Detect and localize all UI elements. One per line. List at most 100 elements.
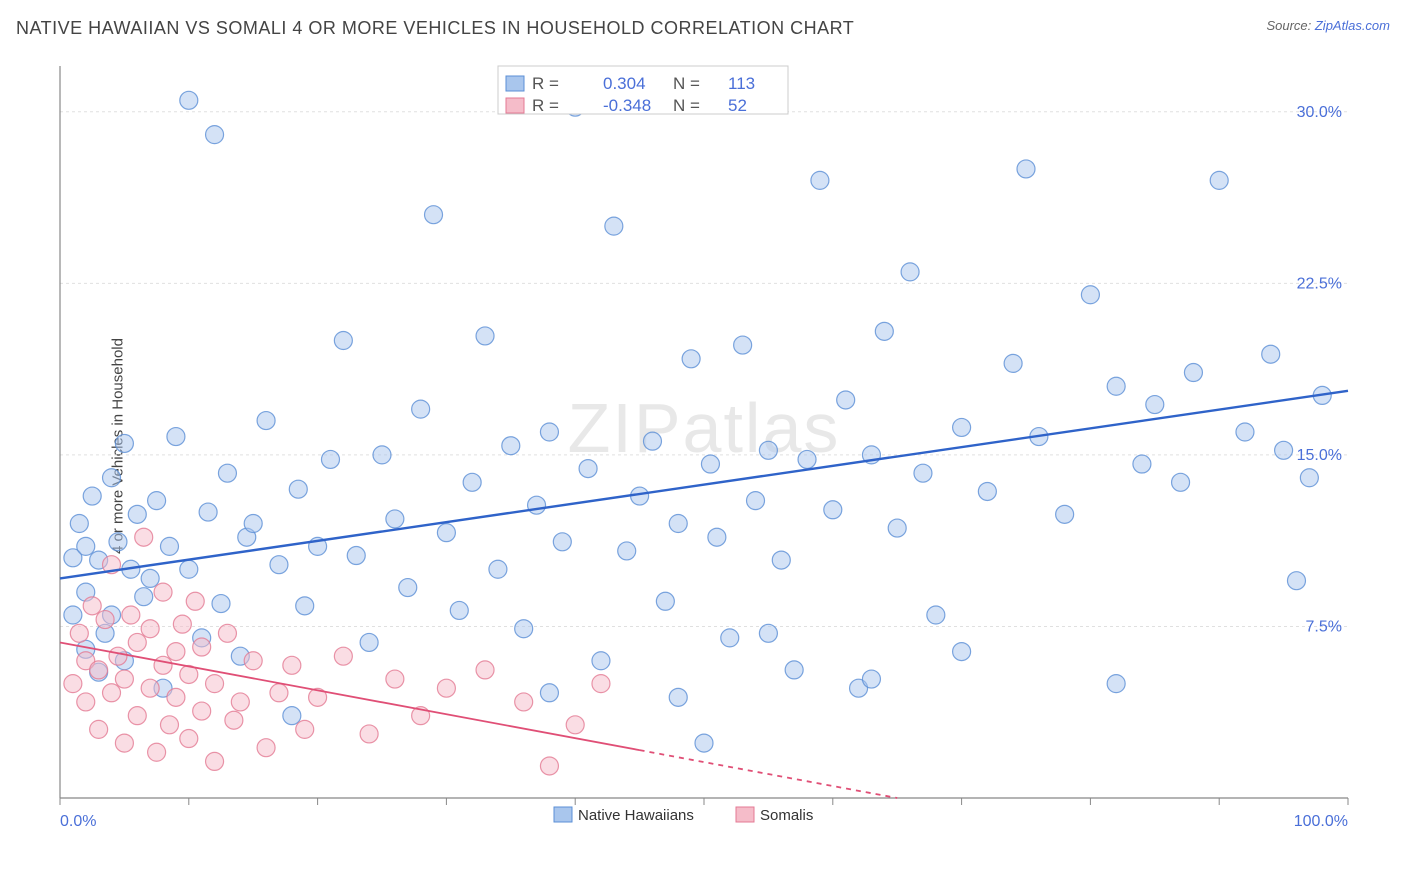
data-point [605,217,623,235]
data-point [334,647,352,665]
svg-text:0.304: 0.304 [603,74,646,93]
data-point [914,464,932,482]
data-point [231,693,249,711]
stats-legend: R =0.304N =113R =-0.348N =52 [498,66,788,115]
data-point [206,126,224,144]
data-point [103,469,121,487]
data-point [148,492,166,510]
data-point [682,350,700,368]
data-point [669,515,687,533]
data-point [747,492,765,510]
data-point [115,434,133,452]
data-point [1107,377,1125,395]
data-point [199,503,217,521]
data-point [83,597,101,615]
data-point [109,647,127,665]
data-point [96,611,114,629]
data-point [656,592,674,610]
data-point [206,675,224,693]
data-point [386,510,404,528]
data-point [515,620,533,638]
data-point [592,652,610,670]
data-point [901,263,919,281]
data-point [141,569,159,587]
data-point [270,684,288,702]
data-point [643,432,661,450]
data-point [953,418,971,436]
data-point [77,537,95,555]
data-point [875,322,893,340]
data-point [1107,675,1125,693]
svg-text:-0.348: -0.348 [603,96,651,115]
data-point [90,720,108,738]
data-point [283,707,301,725]
data-point [321,450,339,468]
chart-source: Source: ZipAtlas.com [1266,18,1390,33]
data-point [1275,441,1293,459]
data-point [257,739,275,757]
data-point [1287,572,1305,590]
data-point [70,624,88,642]
data-point [669,688,687,706]
data-point [540,757,558,775]
data-point [953,643,971,661]
data-point [296,720,314,738]
data-point [1262,345,1280,363]
chart-title: NATIVE HAWAIIAN VS SOMALI 4 OR MORE VEHI… [16,18,854,39]
data-point [283,656,301,674]
data-point [154,583,172,601]
y-tick-label: 22.5% [1297,275,1342,292]
data-point [109,533,127,551]
legend-label: Native Hawaiians [578,807,694,824]
data-point [798,450,816,468]
data-point [77,693,95,711]
data-point [734,336,752,354]
data-point [218,464,236,482]
data-point [811,171,829,189]
data-point [837,391,855,409]
data-point [64,606,82,624]
source-link[interactable]: ZipAtlas.com [1315,18,1390,33]
svg-text:52: 52 [728,96,747,115]
data-point [334,332,352,350]
chart-area: 7.5%15.0%22.5%30.0%ZIPatlas0.0%100.0%R =… [48,58,1388,848]
data-point [154,656,172,674]
data-point [772,551,790,569]
data-point [257,412,275,430]
data-point [1133,455,1151,473]
data-point [244,515,262,533]
data-point [141,679,159,697]
data-point [476,327,494,345]
data-point [270,556,288,574]
y-tick-label: 7.5% [1306,618,1342,635]
data-point [186,592,204,610]
data-point [927,606,945,624]
data-point [785,661,803,679]
data-point [128,707,146,725]
data-point [502,437,520,455]
data-point [695,734,713,752]
data-point [347,547,365,565]
svg-text:R =: R = [532,74,559,93]
data-point [437,679,455,697]
data-point [83,487,101,505]
data-point [759,441,777,459]
svg-text:N =: N = [673,74,700,93]
data-point [1004,354,1022,372]
data-point [160,716,178,734]
data-point [160,537,178,555]
data-point [708,528,726,546]
data-point [450,601,468,619]
legend-label: Somalis [760,807,813,824]
data-point [1172,473,1190,491]
svg-text:N =: N = [673,96,700,115]
data-point [141,620,159,638]
data-point [135,588,153,606]
data-point [64,675,82,693]
data-point [1017,160,1035,178]
data-point [193,638,211,656]
data-point [70,515,88,533]
data-point [167,643,185,661]
data-point [122,606,140,624]
data-point [566,716,584,734]
